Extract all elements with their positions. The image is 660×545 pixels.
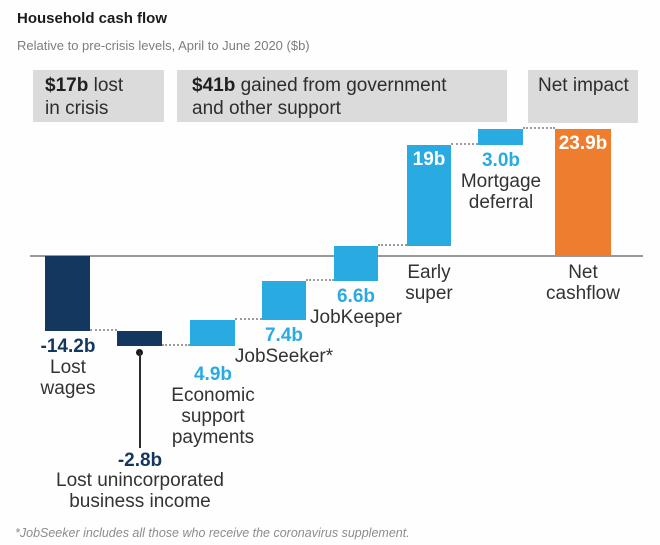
- bar-label-mortgage-deferral: Mortgage: [460, 171, 542, 192]
- value-label-net-cashflow: 23.9b: [558, 133, 608, 154]
- bar-jobseeker: [262, 281, 306, 320]
- bar-lost-wages: [45, 256, 90, 331]
- bar-label-lost-unincorporated-business-income: business income: [69, 491, 211, 512]
- legend-box-line1: $41b gained from government: [192, 75, 447, 96]
- bar-label-mortgage-deferral: deferral: [468, 192, 534, 213]
- bar-label-lost-wages: Lost: [50, 357, 86, 378]
- bar-label-lost-unincorporated-business-income: Lost unincorporated: [56, 470, 224, 491]
- bar-label-economic-support-payments: Economic: [171, 385, 255, 406]
- dotted-connector: [378, 244, 407, 246]
- legend-box-amount: $41b: [192, 75, 236, 96]
- legend-box-line2: and other support: [192, 98, 341, 119]
- bar-lost-unincorporated-business-income: [117, 331, 162, 346]
- bar-label-net-cashflow: Net: [568, 262, 598, 283]
- dotted-connector: [451, 143, 478, 145]
- dotted-connector: [523, 127, 555, 129]
- value-label-mortgage-deferral: 3.0b: [481, 150, 521, 171]
- legend-box-line1: Net impact: [538, 75, 629, 96]
- bar-jobkeeper: [334, 246, 378, 281]
- legend-box-line2: in crisis: [45, 98, 109, 119]
- dotted-connector: [90, 329, 117, 331]
- value-label-economic-support-payments: 4.9b: [193, 364, 233, 385]
- value-label-jobseeker: 7.4b: [264, 325, 304, 346]
- bar-label-economic-support-payments: support: [181, 406, 245, 427]
- bar-label-early-super: super: [405, 283, 453, 304]
- bar-economic-support-payments: [190, 320, 235, 346]
- chart-subtitle: Relative to pre-crisis levels, April to …: [17, 38, 310, 53]
- value-label-lost-unincorporated-business-income: -2.8b: [117, 450, 163, 471]
- bar-label-net-cashflow: cashflow: [546, 283, 620, 304]
- bar-mortgage-deferral: [478, 129, 523, 145]
- footnote: *JobSeeker includes all those who receiv…: [15, 526, 410, 540]
- page-title: Household cash flow: [17, 10, 168, 27]
- callout-line: [139, 352, 141, 448]
- value-label-early-super: 19b: [412, 149, 446, 170]
- legend-box-net-impact: Net impact: [528, 70, 638, 123]
- dotted-connector: [235, 318, 262, 320]
- bar-label-early-super: Early: [407, 262, 451, 283]
- dotted-connector: [306, 279, 334, 281]
- bar-label-lost-wages: wages: [40, 378, 96, 399]
- bar-net-cashflow: [555, 129, 611, 256]
- bar-label-jobkeeper: JobKeeper: [310, 307, 402, 328]
- legend-box-amount: $17b: [45, 75, 89, 96]
- legend-box-gained-support: $41b gained from government and other su…: [177, 70, 507, 122]
- legend-box-line1: $17b lost: [45, 75, 124, 96]
- value-label-jobkeeper: 6.6b: [336, 286, 376, 307]
- legend-box-lost-in-crisis: $17b lost in crisis: [33, 70, 164, 122]
- bar-label-economic-support-payments: payments: [171, 427, 255, 448]
- dotted-connector: [162, 344, 190, 346]
- bar-label-jobseeker: JobSeeker*: [234, 346, 334, 367]
- value-label-lost-wages: -14.2b: [40, 336, 96, 357]
- bar-early-super: [407, 145, 451, 246]
